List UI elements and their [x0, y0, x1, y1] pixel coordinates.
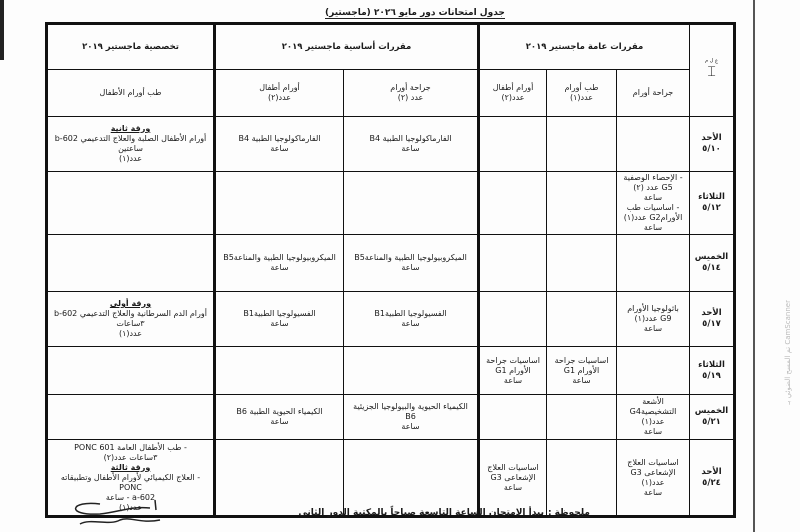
table-row: الخميس ٥/٢١ الأشعة التشخيصيةG4 عدد(١) ساع…: [46, 394, 736, 440]
day-cell: الأحد ٥/١٧: [689, 291, 736, 347]
day-cell: الأحد ٥/٢٤: [689, 439, 736, 517]
exam-cell: [546, 234, 618, 292]
exam-cell: [477, 171, 548, 235]
exam-cell: [477, 291, 548, 347]
exam-cell: الفارماكولوجيا الطبية B4 ساعة: [212, 116, 345, 172]
column-header: طب أورام الأطفال: [46, 69, 215, 117]
group-specialized: تخصصية ماجستير ٢٠١٩: [46, 23, 215, 70]
exam-cell: الفسيولوجيا الطبيةB1 ساعة: [212, 291, 345, 347]
page-title: جدول امتحانات دور مايو ٢٠٢٦ (ماجستير): [325, 8, 505, 19]
exam-cell: اساسيات جراحة الأورام G1 ساعة: [477, 346, 548, 395]
exam-cell: اساسيات العلاج الإشعاعى G3 ساعة: [477, 439, 548, 517]
exam-cell: الميكروبيولوجيا الطبية والمناعةB5 ساعة: [343, 234, 480, 292]
day-cell: الثلاثاء ٥/١٩: [689, 346, 736, 395]
page-edge: [753, 0, 755, 532]
exam-text: - العلاج الكيميائي لأورام الأطفال وتطبيق…: [60, 472, 201, 512]
paper-label: ورقة ثالثة: [110, 462, 151, 472]
exam-cell: ورقة أولى أورام الدم السرطانية والعلاج ال…: [46, 291, 215, 347]
column-header: أورام أطفال عدد(٢): [212, 69, 345, 117]
exam-cell: [616, 116, 691, 172]
exam-cell: [46, 394, 215, 440]
exam-cell: الفسيولوجيا الطبيةB1 ساعة: [343, 291, 480, 347]
scan-edge: [0, 0, 4, 60]
exam-cell: [212, 346, 345, 395]
exam-cell: [46, 171, 215, 235]
note-text: يبدأ الإمتحان الساعة التاسعة صباحاً بالم…: [298, 508, 544, 518]
exam-cell: [546, 394, 618, 440]
exam-cell: [46, 346, 215, 395]
note-label: ملحوظة :: [547, 508, 590, 518]
exam-cell: [343, 439, 480, 517]
exam-cell: - الإحصاء الوصفية G5 عدد (٢) ساعة - اساس…: [616, 171, 691, 235]
day-cell: الأحد ٥/١٠: [689, 116, 736, 172]
exam-cell: [546, 116, 618, 172]
exam-cell: الفارماكولوجيا الطبية B4 ساعة: [343, 116, 480, 172]
table-row: الثلاثاء ٥/١٩ اساسيات جراحة الأورام G1 سا…: [46, 346, 736, 395]
exam-cell: ورقة ثانية أورام الأطفال الصلبة والعلاج ا…: [46, 116, 215, 172]
scanner-watermark: تم المسح الضوئي بـ CamScanner: [784, 300, 792, 405]
exam-cell: اساسيات العلاج الإشعاعى G3 عدد(١) ساعة: [616, 439, 691, 517]
exam-cell: - طب الأطفال العامة PONC 601 ٣ساعات عدد(…: [46, 439, 215, 517]
exam-text: أورام الدم السرطانية والعلاج التدعيمي 60…: [54, 309, 207, 338]
table-row: الأحد ٥/١٧ باثولوجيا الأورام G9 عدد(١) سا…: [46, 291, 736, 347]
corner-logo-text: ع ل م: [705, 58, 718, 65]
paper-label: ورقة أولى: [109, 299, 152, 308]
exam-cell: [46, 234, 215, 292]
exam-cell: [616, 234, 691, 292]
group-general: مقررات عامة ماجستير ٢٠١٩: [477, 23, 691, 70]
logo-icon: ⌶: [707, 64, 716, 81]
exam-cell: [477, 394, 548, 440]
day-cell: الثلاثاء ٥/١٢: [689, 171, 736, 235]
exam-cell: [546, 439, 618, 517]
exam-cell: [546, 291, 618, 347]
table-row: الأحد ٥/٢٤ اساسيات العلاج الإشعاعى G3 عدد…: [46, 439, 736, 517]
exam-cell: [477, 234, 548, 292]
exam-cell: [546, 171, 618, 235]
exam-text: - طب الأطفال العامة PONC 601 ٣ساعات عدد(…: [74, 442, 187, 462]
exam-cell: الكيمياء الحيوية والبيولوجيا الجزيئية B6…: [343, 394, 480, 440]
column-header: طب أورام عدد(١): [546, 69, 618, 117]
corner-logo: ع ل م ⌶: [691, 59, 732, 82]
exam-cell: [477, 116, 548, 172]
exam-cell: الميكروبيولوجيا الطبية والمناعةB5 ساعة: [212, 234, 345, 292]
column-header: جراحة أورام عدد (٢): [343, 69, 480, 117]
exam-cell: [212, 171, 345, 235]
table-row: الخميس ٥/١٤ الميكروبيولوجيا الطبية والمنا…: [46, 234, 736, 292]
exam-cell: الأشعة التشخيصيةG4 عدد(١) ساعة: [616, 394, 691, 440]
table-row: الثلاثاء ٥/١٢- الإحصاء الوصفية G5 عدد (٢…: [46, 171, 736, 235]
group-basic: مقررات أساسية ماجستير ٢٠١٩: [212, 23, 480, 70]
day-cell: الخميس ٥/٢١: [689, 394, 736, 440]
table-row: الأحد ٥/١٠ الفارماكولوجيا الطبية B4 ساعة ا…: [46, 116, 736, 172]
handwritten-signature: [74, 499, 161, 525]
exam-text: أورام الأطفال الصلبة والعلاج التدعيمي 60…: [54, 134, 207, 163]
day-cell: الخميس ٥/١٤: [689, 234, 736, 292]
exam-cell: [616, 346, 691, 395]
paper-label: ورقة ثانية: [110, 124, 151, 133]
exam-cell: الكيمياء الحيوية الطبية B6 ساعة: [212, 394, 345, 440]
exam-cell: [343, 171, 480, 235]
column-header: جراحة أورام: [616, 69, 691, 117]
corner-cell: ع ل م ⌶: [689, 23, 736, 117]
exam-cell: [343, 346, 480, 395]
exam-cell: باثولوجيا الأورام G9 عدد(١) ساعة: [616, 291, 691, 347]
exam-cell: [212, 439, 345, 517]
exam-cell: اساسيات جراحة الأورام G1 ساعة: [546, 346, 618, 395]
exam-schedule-table: ع ل م ⌶ مقررات عامة ماجستير ٢٠١٩ مقررات …: [45, 22, 737, 518]
footer-note: ملحوظة :يبدأ الإمتحان الساعة التاسعة صبا…: [298, 508, 590, 518]
column-header: أورام أطفال عدد(٢): [477, 69, 548, 117]
